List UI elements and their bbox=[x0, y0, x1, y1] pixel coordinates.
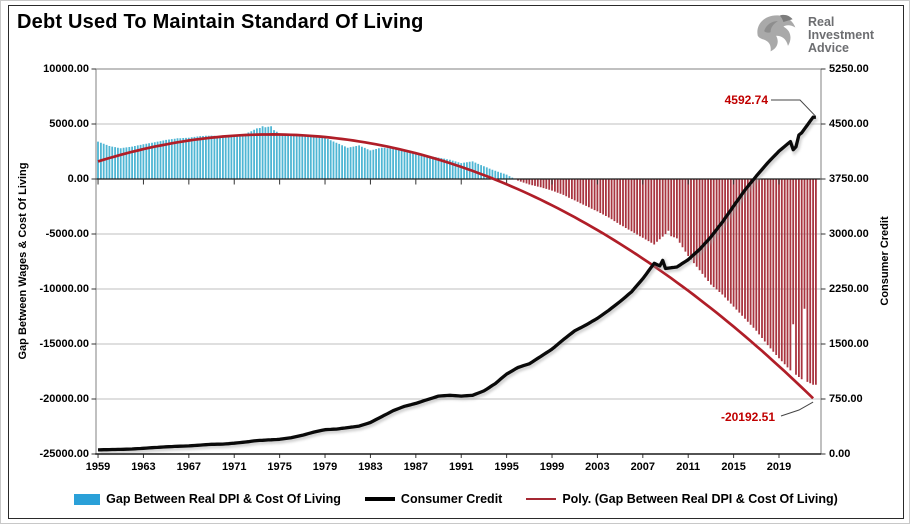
x-tick-label: 1987 bbox=[403, 461, 429, 473]
chart-outer-frame bbox=[8, 5, 904, 519]
poly-annotation-callout bbox=[780, 401, 814, 417]
x-tick-label: 2019 bbox=[766, 461, 792, 473]
legend-label: Gap Between Real DPI & Cost Of Living bbox=[106, 492, 341, 506]
x-tick-label: 1975 bbox=[267, 461, 292, 473]
poly-trendline bbox=[97, 133, 815, 400]
y-left-tick-label: -25000.00 bbox=[39, 448, 89, 460]
y-left-tick-label: -15000.00 bbox=[39, 338, 89, 350]
y-left-tick-label: -5000.00 bbox=[45, 228, 89, 240]
x-tick-label: 1995 bbox=[494, 461, 519, 473]
y-left-tick-label: -20000.00 bbox=[39, 393, 89, 405]
chart-title: Debt Used To Maintain Standard Of Living bbox=[17, 11, 424, 33]
gap-bars-positive bbox=[97, 126, 514, 179]
consumer-credit-end-annotation: 4592.74 bbox=[724, 93, 768, 107]
ria-logo-text: Real Investment Advice bbox=[808, 14, 874, 55]
legend-label: Poly. (Gap Between Real DPI & Cost Of Li… bbox=[562, 492, 838, 506]
legend-label: Consumer Credit bbox=[400, 492, 503, 506]
legend-swatch-line bbox=[364, 497, 395, 501]
y-right-tick-label: 3750.00 bbox=[829, 173, 869, 185]
ria-logo: Real Investment Advice bbox=[753, 10, 903, 60]
y-right-tick-label: 2250.00 bbox=[829, 283, 869, 295]
poly-end-annotation: -20192.51 bbox=[720, 410, 775, 424]
legend-swatch-bar bbox=[74, 493, 101, 505]
x-tick-label: 1967 bbox=[176, 461, 202, 473]
ria-eagle-icon bbox=[753, 11, 801, 60]
y-right-tick-label: 5250.00 bbox=[829, 63, 869, 75]
chart-legend: Gap Between Real DPI & Cost Of Living Con… bbox=[1, 492, 909, 506]
consumer-credit-line bbox=[97, 115, 816, 452]
credit-annotation-callout bbox=[771, 99, 815, 116]
y-left-tick-label: 5000.00 bbox=[49, 118, 89, 130]
legend-item-0: Gap Between Real DPI & Cost Of Living bbox=[74, 492, 341, 506]
x-tick-label: 2003 bbox=[585, 461, 610, 473]
x-tick-label: 1991 bbox=[448, 461, 474, 473]
y-left-tick-label: 0.00 bbox=[67, 173, 89, 185]
logo-line-2: Investment bbox=[808, 27, 874, 42]
y-right-tick-label: 4500.00 bbox=[829, 118, 869, 130]
y-right-tick-label: 3000.00 bbox=[829, 228, 869, 240]
legend-item-1: Consumer Credit bbox=[364, 492, 503, 506]
legend-item-2: Poly. (Gap Between Real DPI & Cost Of Li… bbox=[526, 492, 838, 506]
x-tick-label: 2015 bbox=[721, 461, 746, 473]
x-tick-label: 2007 bbox=[630, 461, 656, 473]
x-tick-label: 1979 bbox=[312, 461, 338, 473]
x-tick-label: 1959 bbox=[85, 461, 111, 473]
x-tick-label: 1963 bbox=[131, 461, 156, 473]
x-tick-label: 2011 bbox=[676, 461, 701, 473]
x-tick-label: 1999 bbox=[539, 461, 565, 473]
logo-line-3: Advice bbox=[808, 40, 849, 55]
y-right-tick-label: 1500.00 bbox=[829, 338, 869, 350]
consumer-credit-line-shadow bbox=[99, 117, 818, 455]
y-left-tick-label: 10000.00 bbox=[43, 63, 89, 75]
y-left-tick-label: -10000.00 bbox=[39, 283, 89, 295]
legend-swatch-trend bbox=[526, 497, 557, 501]
x-tick-label: 1971 bbox=[221, 461, 247, 473]
x-tick-label: 1983 bbox=[358, 461, 383, 473]
logo-line-1: Real bbox=[808, 14, 835, 29]
y-right-tick-label: 750.00 bbox=[829, 393, 863, 405]
y-right-tick-label: 0.00 bbox=[829, 448, 851, 460]
